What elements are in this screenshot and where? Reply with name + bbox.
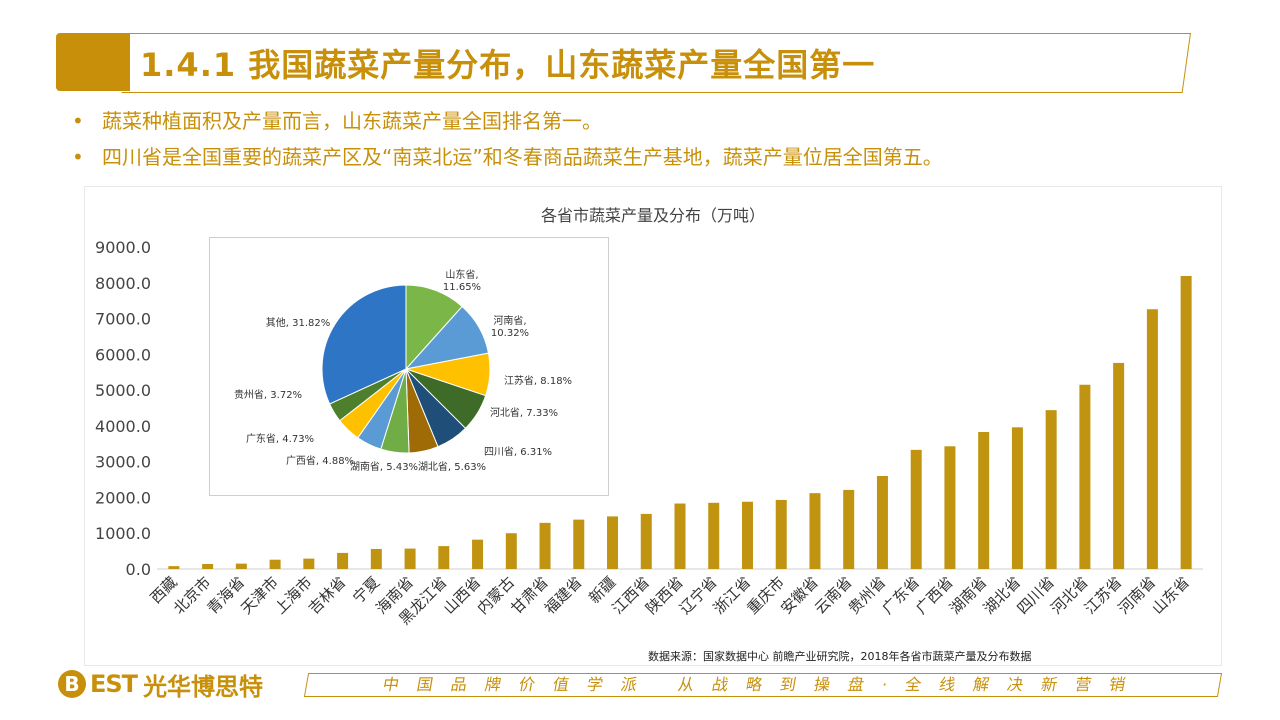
bar [607,516,619,569]
x-tick-label: 上海市 [271,573,316,618]
bar [539,522,551,569]
pie-slice-label: 河北省, 7.33% [490,406,558,419]
bullet-list: • 蔬菜种植面积及产量而言，山东蔬菜产量全国排名第一。 • 四川省是全国重要的蔬菜产… [72,106,943,178]
bar [438,546,450,569]
y-tick-label: 9000.0 [95,238,151,257]
title-accent-block [56,33,130,91]
company-logo: B EST 光华博思特 [58,664,263,704]
x-tick-label: 四川省 [1013,573,1058,618]
bar [741,501,753,569]
pie-slice [321,284,407,405]
x-tick-label: 北京市 [170,573,215,618]
y-tick-label: 3000.0 [95,453,151,472]
bar [303,558,315,569]
bar [876,475,888,569]
pie-slice-label: 江苏省, 8.18% [504,374,572,387]
x-tick-label: 江苏省 [1081,573,1126,618]
x-tick-label: 浙江省 [710,573,755,618]
bullet-item: • 四川省是全国重要的蔬菜产区及“南菜北运”和冬春商品蔬菜生产基地，蔬菜产量位居全… [72,142,943,178]
bar [1079,384,1091,569]
x-tick-label: 湖南省 [946,573,991,618]
pie-slice-label: 广西省, 4.88% [286,454,354,467]
bar [370,548,382,569]
data-source-note: 数据来源：国家数据中心 前瞻产业研究院，2018年各省市蔬菜产量及分布数据 [648,650,1032,663]
bar [573,519,585,569]
x-tick-label: 山西省 [440,573,485,618]
y-tick-label: 5000.0 [95,381,151,400]
bullet-dot-icon: • [72,145,84,169]
bullet-dot-icon: • [72,109,84,133]
x-tick-label: 安徽省 [777,573,822,618]
bar [505,533,517,569]
y-tick-label: 8000.0 [95,274,151,293]
x-tick-label: 甘肃省 [507,573,552,618]
pie-slice-label: 其他, 31.82% [266,316,331,329]
bar [404,548,416,569]
x-tick-label: 贵州省 [845,573,890,618]
bar [674,503,686,569]
bar [944,446,956,569]
bar [235,563,247,569]
bar [1180,275,1192,569]
page-title: 1.4.1 我国蔬菜产量分布，山东蔬菜产量全国第一 [140,46,876,84]
x-tick-label: 广西省 [912,573,957,618]
pie-slice-label: 广东省, 4.73% [246,432,314,445]
bar [640,513,652,569]
x-tick-label: 陕西省 [642,573,687,618]
x-tick-label: 广东省 [878,573,923,618]
bar [202,563,214,569]
pie-chart: 山东省, 11.65% 河南省, 10.32% 江苏省, 8.18% 河北省, 7.33%… [234,268,572,473]
y-tick-label: 0.0 [126,560,151,579]
x-tick-label: 重庆市 [743,573,788,618]
pie-slice-label: 贵州省, 3.72% [234,388,302,401]
x-tick-label: 河南省 [1115,573,1160,618]
x-tick-label: 湖北省 [980,573,1025,618]
bar-chart: 各省市蔬菜产量及分布（万吨） 0.0 1000.0 2000.0 3000.0 4000.… [95,206,1203,628]
bar [472,539,484,569]
bar [775,499,787,569]
bar [1011,427,1023,569]
bar [843,489,855,569]
x-tick-label: 河北省 [1047,573,1092,618]
bar [337,552,349,569]
x-tick-label: 福建省 [541,573,586,618]
logo-circle-icon: B [58,670,86,698]
chart-title: 各省市蔬菜产量及分布（万吨） [541,206,765,225]
y-tick-label: 1000.0 [95,524,151,543]
bar [809,493,821,569]
x-tick-label: 青海省 [204,573,249,618]
pie-slice-label: 河南省, 10.32% [491,314,529,339]
bar [708,502,720,569]
logo-est-text: EST [90,670,138,698]
pie-slice [405,284,463,371]
pie-slice-label: 湖南省, 5.43% [350,460,418,473]
bullet-text: 四川省是全国重要的蔬菜产区及“南菜北运”和冬春商品蔬菜生产基地，蔬菜产量位居全国… [102,145,943,169]
y-tick-label: 2000.0 [95,488,151,507]
bar [168,566,180,569]
x-tick-label: 山东省 [1148,573,1193,618]
pie-slice-label: 四川省, 6.31% [484,445,552,458]
footer-slogan: 中国品牌价值学派 从战略到操盘·全线解决新营销 [303,673,1223,697]
y-tick-label: 7000.0 [95,310,151,329]
bullet-text: 蔬菜种植面积及产量而言，山东蔬菜产量全国排名第一。 [102,109,602,133]
bar [1146,309,1158,569]
x-tick-label: 吉林省 [305,573,350,618]
bar [1113,362,1125,569]
x-tick-label: 江西省 [609,573,654,618]
y-tick-label: 4000.0 [95,417,151,436]
bar [910,449,922,569]
pie-slice-label: 山东省, 11.65% [443,268,481,293]
y-tick-label: 6000.0 [95,345,151,364]
pie-chart-container: 山东省, 11.65% 河南省, 10.32% 江苏省, 8.18% 河北省, 7.33%… [209,237,609,496]
bar [1045,410,1057,569]
bar [978,431,990,569]
x-tick-label: 内蒙古 [474,573,519,618]
bullet-item: • 蔬菜种植面积及产量而言，山东蔬菜产量全国排名第一。 [72,106,943,142]
logo-company-name: 光华博思特 [143,672,264,701]
x-tick-label: 云南省 [811,573,856,618]
bar [269,559,281,569]
x-tick-label: 辽宁省 [676,573,721,618]
pie-slice-label: 湖北省, 5.63% [418,460,486,473]
x-tick-label: 天津市 [237,573,282,618]
